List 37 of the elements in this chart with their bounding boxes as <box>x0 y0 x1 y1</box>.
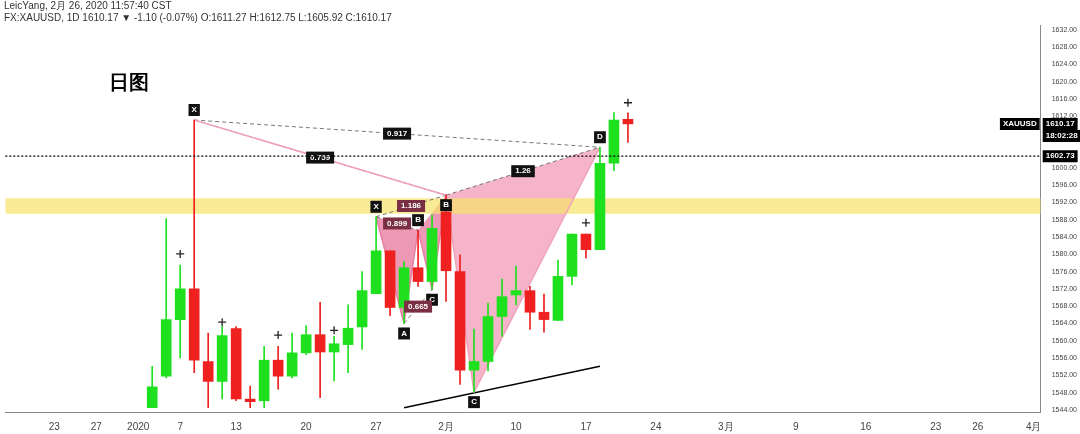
x-tick-label: 26 <box>972 420 984 432</box>
text: 日图 <box>109 70 150 93</box>
ref-line-label: 1602.73 <box>1045 151 1076 161</box>
x-tick-label: 4月 <box>1025 420 1042 432</box>
data-label: C <box>471 397 478 407</box>
text: 18:02:28 <box>1045 131 1079 141</box>
x-tick-label: 17 <box>580 420 592 432</box>
x-tick-label: 20 <box>300 420 313 432</box>
x-tick-label: 2月 <box>438 420 454 432</box>
x-tick-label: 24 <box>650 420 662 432</box>
x-tick-label: 23 <box>48 420 61 432</box>
annotation: 0.917 <box>387 128 408 138</box>
x-tick-label: 9 <box>793 420 800 432</box>
annotation: 0.759 <box>310 152 331 162</box>
x-tick-label: 16 <box>860 420 872 432</box>
x-tick-label: 2020 <box>127 420 150 432</box>
data-label: X <box>373 201 380 211</box>
text: 1610.17 <box>1045 119 1076 129</box>
annotation: 0.665 <box>408 301 429 311</box>
x-tick-label: 23 <box>930 420 942 432</box>
text: LeicYang, 2月 26, 2020 11:57:40 CST <box>4 0 172 11</box>
x-tick-label: 7 <box>177 420 184 432</box>
x-tick-label: 27 <box>90 420 103 432</box>
annotation: 0.899 <box>387 218 408 228</box>
x-tick-label: 10 <box>510 420 522 432</box>
x-tick-label: 27 <box>370 420 383 432</box>
x-tick-label: 13 <box>230 420 243 432</box>
data-label: B <box>415 215 422 225</box>
annotation: 1.186 <box>401 201 422 211</box>
text: FX:XAUUSD, 1D 1610.17 ▼ -1.10 (-0.07%) O:1611.27 H:1612.75 L:1605.92 C:1610.17 <box>4 11 393 23</box>
data-label: X <box>191 105 198 115</box>
data-label: A <box>401 328 408 338</box>
annotation: 1.26 <box>515 166 532 176</box>
annotation: XAUUSD <box>1002 119 1037 129</box>
data-label: D <box>597 132 604 142</box>
data-label: B <box>443 200 450 210</box>
x-tick-label: 3月 <box>718 420 734 432</box>
